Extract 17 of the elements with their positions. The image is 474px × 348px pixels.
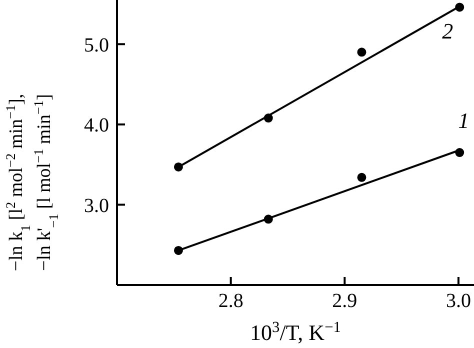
point <box>174 162 183 172</box>
y-tick-label: 5.0 <box>84 34 109 56</box>
y-tick-label: 3.0 <box>84 194 109 217</box>
series-label: 2 <box>442 18 454 44</box>
point <box>455 2 464 12</box>
x-tick-label: 2.9 <box>332 290 358 312</box>
y-tick-label: 4.0 <box>84 114 109 137</box>
point <box>264 214 273 224</box>
x-tick-label: 3.0 <box>446 290 471 312</box>
point <box>357 172 366 182</box>
series-label: 1 <box>458 108 470 134</box>
point <box>357 48 366 57</box>
x-tick-label: 2.8 <box>218 290 244 312</box>
x-axis-title: 10$^{3}$/T, K$^{−1}$ <box>250 318 341 345</box>
point <box>455 148 464 158</box>
point <box>174 246 183 255</box>
point <box>264 114 273 123</box>
